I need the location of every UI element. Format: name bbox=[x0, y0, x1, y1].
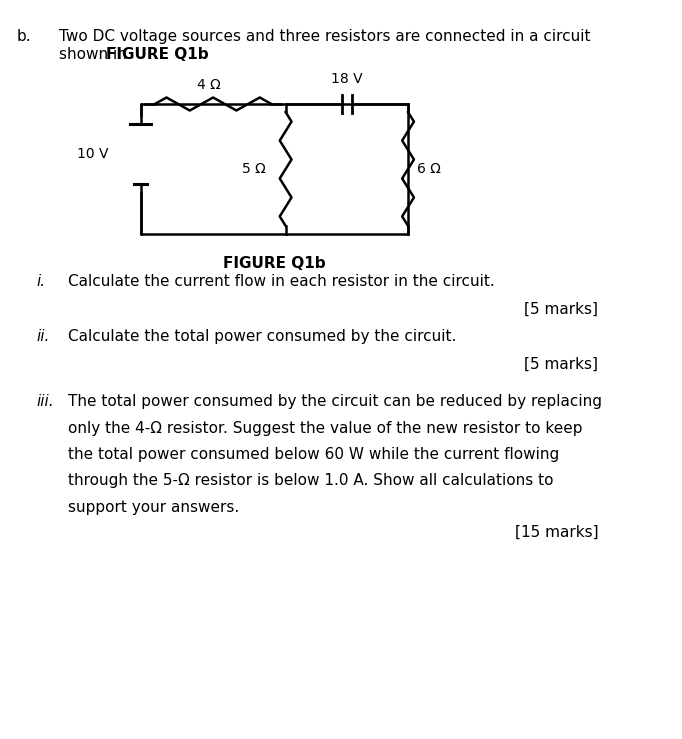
Text: through the 5-Ω resistor is below 1.0 A. Show all calculations to: through the 5-Ω resistor is below 1.0 A.… bbox=[68, 474, 554, 488]
Text: b.: b. bbox=[16, 29, 31, 44]
Text: FIGURE Q1b: FIGURE Q1b bbox=[106, 47, 209, 62]
Text: Calculate the current flow in each resistor in the circuit.: Calculate the current flow in each resis… bbox=[68, 274, 494, 289]
Text: Calculate the total power consumed by the circuit.: Calculate the total power consumed by th… bbox=[68, 329, 456, 344]
Text: [5 marks]: [5 marks] bbox=[524, 302, 599, 317]
Text: 5 Ω: 5 Ω bbox=[242, 162, 266, 176]
Text: shown in: shown in bbox=[59, 47, 132, 62]
Text: iii.: iii. bbox=[36, 394, 54, 409]
Text: 6 Ω: 6 Ω bbox=[417, 162, 441, 176]
Text: .: . bbox=[177, 47, 181, 62]
Text: the total power consumed below 60 W while the current flowing: the total power consumed below 60 W whil… bbox=[68, 447, 559, 462]
Text: The total power consumed by the circuit can be reduced by replacing: The total power consumed by the circuit … bbox=[68, 394, 602, 409]
Text: support your answers.: support your answers. bbox=[68, 500, 239, 515]
Text: only the 4-Ω resistor. Suggest the value of the new resistor to keep: only the 4-Ω resistor. Suggest the value… bbox=[68, 420, 582, 435]
Text: [15 marks]: [15 marks] bbox=[515, 525, 599, 539]
Text: i.: i. bbox=[36, 274, 46, 289]
Text: Two DC voltage sources and three resistors are connected in a circuit: Two DC voltage sources and three resisto… bbox=[59, 29, 591, 44]
Text: 10 V: 10 V bbox=[77, 147, 109, 161]
Text: ii.: ii. bbox=[36, 329, 50, 344]
Text: FIGURE Q1b: FIGURE Q1b bbox=[223, 256, 325, 271]
Text: 18 V: 18 V bbox=[331, 72, 363, 86]
Text: [5 marks]: [5 marks] bbox=[524, 357, 599, 372]
Text: 4 Ω: 4 Ω bbox=[196, 78, 220, 92]
